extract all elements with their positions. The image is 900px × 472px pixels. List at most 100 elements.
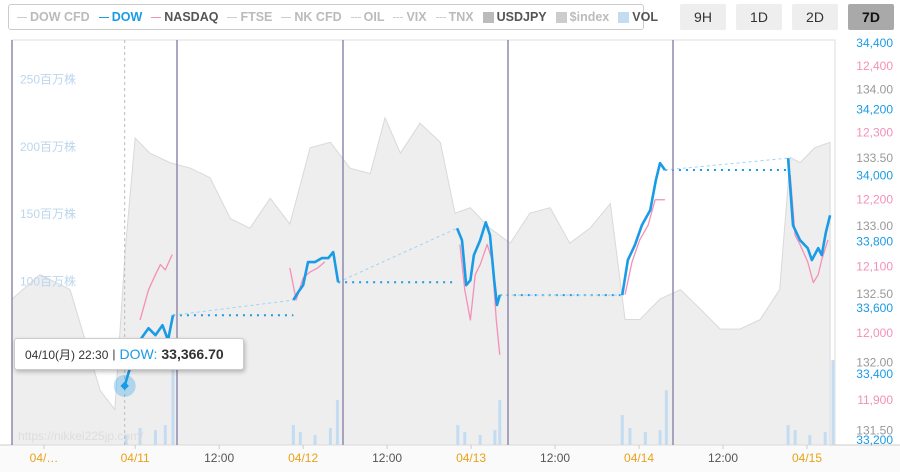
y-tick-label: 33,800: [856, 235, 893, 249]
volume-bar: [163, 425, 167, 445]
y-tick-label: 100百万株: [20, 273, 76, 288]
volume-bar: [628, 428, 632, 445]
line: [292, 250, 340, 301]
volume-bar: [658, 430, 662, 445]
y-tick-label: 34,000: [856, 168, 893, 182]
y-tick-label: 133.00: [856, 219, 893, 233]
legend-label: NASDAQ: [164, 10, 219, 24]
legend-item[interactable]: USDJPY: [482, 10, 547, 24]
tooltip-time: 04/10(月) 22:30: [25, 347, 109, 362]
y-tick-label: 250百万株: [20, 72, 76, 87]
watermark: https://nikkei225jp.com/: [18, 429, 144, 443]
legend-label: NK CFD: [294, 10, 342, 24]
x-tick-label: 12:00: [540, 451, 570, 465]
volume-bar: [808, 435, 812, 445]
volume-bar: [171, 345, 175, 445]
range-button[interactable]: 2D: [792, 4, 838, 30]
legend-item[interactable]: DOW CFD: [17, 10, 90, 24]
y-tick-label: 33,400: [856, 367, 893, 381]
legend-label: $index: [569, 10, 610, 24]
volume-bar: [643, 432, 647, 445]
y-tick-label: 12,300: [856, 126, 893, 140]
volume-bar: [664, 390, 668, 445]
y-tick-label: 34,200: [856, 102, 893, 116]
gap-link: [172, 299, 294, 316]
volume-bar: [478, 435, 482, 445]
range-button[interactable]: 1D: [736, 4, 782, 30]
x-tick-label: 04/14: [624, 451, 654, 465]
range-button[interactable]: 7D: [848, 4, 894, 30]
volume-bar: [493, 430, 497, 445]
range-button[interactable]: 9H: [680, 4, 726, 30]
y-tick-label: 12,400: [856, 59, 893, 73]
legend-label: VOL: [632, 10, 658, 24]
volume-bar: [298, 432, 302, 445]
y-tick-label: 33,200: [856, 433, 893, 447]
y-tick-label: 33,600: [856, 301, 893, 315]
x-tick-label: 04/13: [456, 451, 486, 465]
line: [459, 243, 501, 355]
volume-bar: [328, 428, 332, 445]
y-tick-label: 134.00: [856, 83, 893, 97]
y-tick-label: 150百万株: [20, 206, 76, 221]
legend-item[interactable]: VOL: [618, 10, 658, 24]
volume-bar: [831, 360, 835, 445]
volume-bar: [153, 430, 157, 445]
legend-item[interactable]: OIL: [350, 10, 385, 24]
tooltip-value: 33,366.70: [161, 346, 224, 362]
x-tick-label: 04/11: [121, 451, 150, 465]
legend-label: TNX: [448, 10, 474, 24]
volume-bar: [313, 435, 317, 445]
y-tick-label: 12,000: [856, 326, 893, 340]
legend-label: FTSE: [240, 10, 273, 24]
volume-bar: [786, 425, 790, 445]
legend-item[interactable]: FTSE: [227, 10, 272, 24]
legend-label: VIX: [406, 10, 427, 24]
x-tick-label: 12:00: [372, 451, 402, 465]
y-tick-label: 133.50: [856, 151, 893, 165]
line: [620, 161, 667, 296]
legend-item[interactable]: VIX: [393, 10, 427, 24]
legend-item[interactable]: DOW: [98, 10, 142, 24]
x-axis-strip: [0, 445, 900, 472]
tooltip-separator: |: [112, 347, 116, 361]
legend-item[interactable]: $index: [555, 10, 610, 24]
y-tick-label: 11,900: [857, 393, 893, 407]
legend-label: OIL: [363, 10, 385, 24]
gap-link: [337, 227, 458, 283]
volume-bar: [456, 425, 460, 445]
line: [624, 199, 665, 295]
x-tick-label: 12:00: [708, 451, 738, 465]
hover-point: [120, 381, 129, 391]
volume-bar: [463, 432, 467, 445]
legend-label: USDJPY: [496, 10, 547, 24]
volume-bar: [291, 425, 295, 445]
y-tick-label: 131.50: [856, 424, 893, 438]
volume-bar: [823, 432, 827, 445]
line: [786, 158, 832, 262]
line: [789, 174, 829, 284]
x-tick-label: 04/…: [30, 451, 59, 465]
legend: DOW CFD DOW NASDAQ FTSE NK CFD OIL VIX T…: [8, 4, 658, 30]
gap-link: [664, 157, 789, 171]
volume-bar: [138, 428, 142, 445]
y-tick-label: 12,100: [856, 259, 893, 273]
tooltip: 04/10(月) 22:30 | DOW: 33,366.70: [14, 338, 244, 370]
x-tick-label: 04/12: [288, 451, 318, 465]
line: [455, 221, 502, 307]
volume-bar: [793, 430, 797, 445]
y-tick-label: 200百万株: [20, 139, 76, 154]
legend-item[interactable]: NASDAQ: [151, 10, 218, 24]
volume-bar: [498, 400, 502, 445]
legend-item[interactable]: NK CFD: [281, 10, 342, 24]
range-buttons: 9H 1D 2D 7D: [680, 4, 894, 30]
legend-item[interactable]: TNX: [435, 10, 474, 24]
x-tick-label: 12:00: [204, 451, 234, 465]
volume-bar: [124, 435, 128, 445]
line: [139, 254, 173, 321]
legend-label: DOW CFD: [30, 10, 90, 24]
volume-bar: [335, 400, 339, 445]
volume-bar: [620, 415, 624, 445]
